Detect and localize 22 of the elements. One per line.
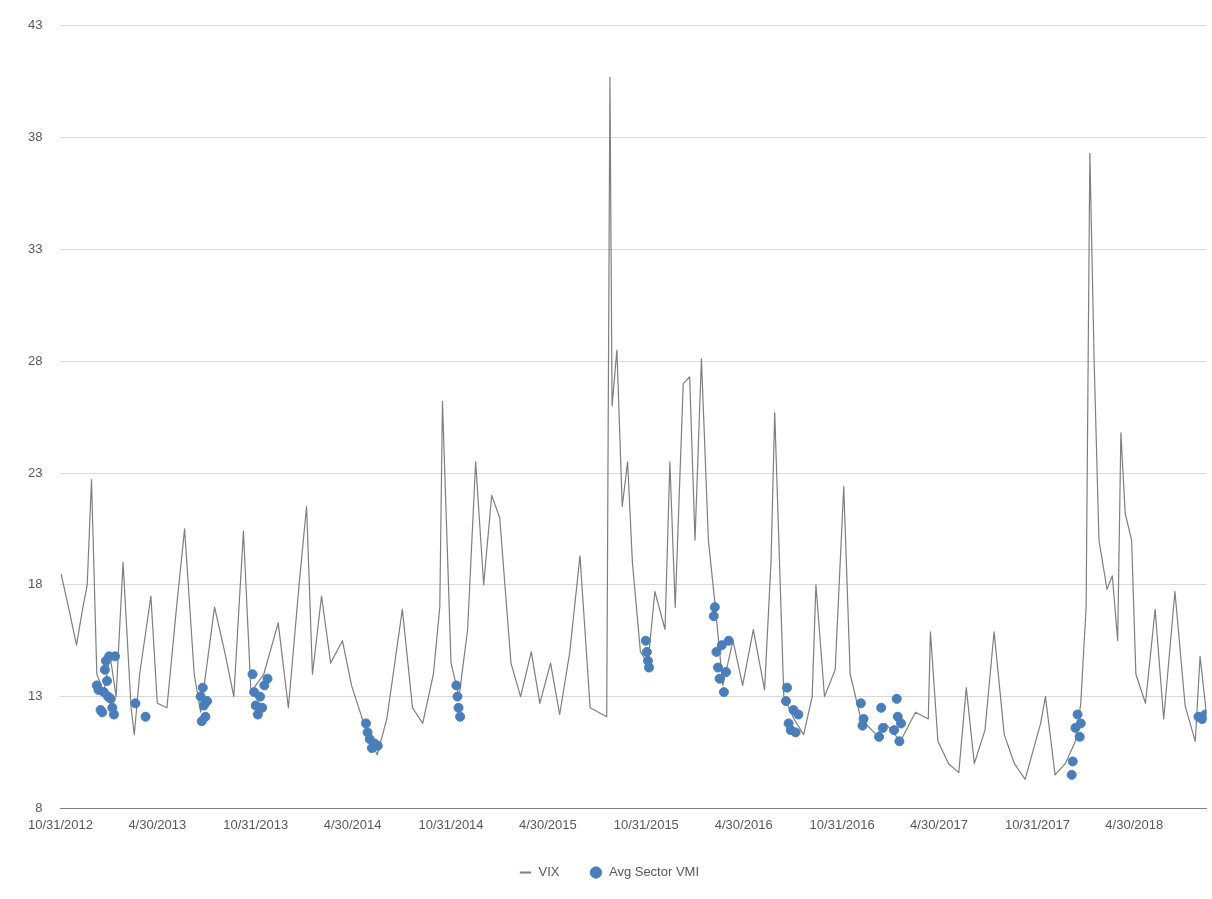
x-tick-label: 10/31/2013 <box>223 816 289 832</box>
y-tick-label: 38 <box>27 129 43 145</box>
y-tick-label: 33 <box>27 240 43 256</box>
x-tick-label: 4/30/2013 <box>128 816 187 832</box>
legend-label: Avg Sector VMI <box>608 864 700 880</box>
x-tick-label: 10/31/2015 <box>613 816 679 832</box>
y-tick-label: 8 <box>35 799 43 815</box>
x-tick-label: 4/30/2016 <box>714 816 773 832</box>
x-tick-label: 4/30/2014 <box>323 816 382 832</box>
y-tick-label: 28 <box>27 352 43 368</box>
x-tick-label: 10/31/2016 <box>809 816 875 832</box>
x-tick-label: 10/31/2014 <box>418 816 484 832</box>
y-tick-label: 18 <box>27 576 43 592</box>
x-tick-label: 10/31/2012 <box>27 816 93 832</box>
x-tick-label: 4/30/2018 <box>1105 816 1164 832</box>
y-tick-label: 43 <box>27 17 43 33</box>
y-tick-label: 23 <box>27 464 43 480</box>
x-tick-label: 4/30/2017 <box>910 816 968 832</box>
legend-label: VIX <box>538 864 560 880</box>
x-tick-label: 10/31/2017 <box>1004 816 1070 832</box>
y-tick-label: 13 <box>27 688 43 704</box>
x-tick-label: 4/30/2015 <box>518 816 577 832</box>
